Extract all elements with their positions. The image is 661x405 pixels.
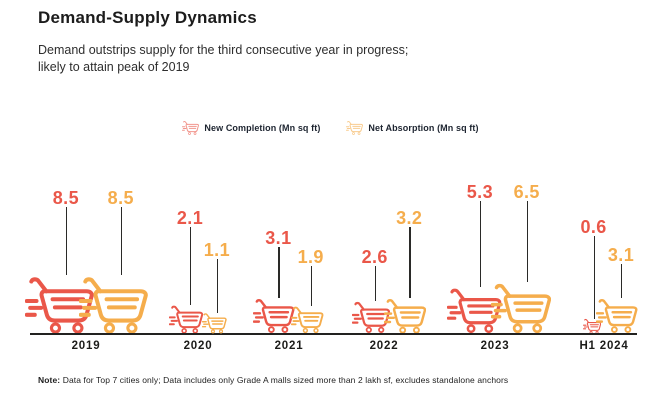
cart-icon: [202, 312, 227, 334]
legend-item-new-completion: New Completion (Mn sq ft): [182, 120, 320, 135]
leader-line: [216, 259, 219, 313]
value-label: 3.1: [265, 228, 292, 248]
category-label: 2020: [183, 340, 213, 352]
leader-line: [310, 266, 313, 307]
cart-icon: [169, 304, 204, 334]
cart-icon: [383, 297, 426, 334]
leader-line: [190, 227, 192, 305]
cart-icon: [291, 305, 324, 334]
cart-icon: [346, 120, 364, 135]
value-label: 8.5: [52, 188, 80, 208]
cart-icon: [24, 274, 94, 334]
legend: New Completion (Mn sq ft) Net Absorption…: [0, 120, 661, 135]
value-label: 2.1: [176, 208, 204, 228]
leader-line: [278, 247, 280, 299]
leader-line: [593, 236, 595, 319]
chart-subtitle: Demand outstrips supply for the third co…: [38, 42, 408, 76]
cart-icon: [79, 274, 149, 334]
leader-line: [526, 201, 529, 283]
footnote-text: Data for Top 7 cities only; Data include…: [62, 375, 509, 385]
cart-icon: [253, 297, 295, 334]
cart-icon: [490, 281, 551, 334]
cart-icon: [447, 286, 502, 334]
category-label: H1 2024: [579, 340, 629, 352]
chart-title: Demand-Supply Dynamics: [38, 8, 257, 27]
legend-label: Net Absorption (Mn sq ft): [368, 122, 479, 133]
legend-label: New Completion (Mn sq ft): [204, 122, 321, 133]
value-label: 3.2: [396, 208, 423, 228]
leader-line: [479, 201, 482, 288]
category-label: 2022: [369, 340, 399, 352]
cart-icon: [351, 300, 390, 334]
subtitle-line-1: Demand outstrips supply for the third co…: [38, 43, 409, 57]
value-label: 5.3: [466, 182, 494, 202]
leader-line: [120, 207, 123, 275]
subtitle-line-2: likely to attain peak of 2019: [38, 60, 190, 74]
value-label: 3.1: [607, 245, 635, 265]
leader-line: [621, 264, 623, 299]
leader-line: [65, 207, 68, 275]
cart-icon: [182, 120, 200, 135]
cart-icon: [596, 297, 638, 334]
footnote-prefix: Note:: [38, 375, 61, 385]
footnote: Note: Data for Top 7 cities only; Data i…: [38, 375, 508, 385]
category-label: 2021: [274, 340, 304, 352]
category-label: 2019: [71, 340, 101, 352]
category-label: 2023: [480, 340, 510, 352]
value-label: 1.9: [297, 247, 324, 267]
leader-line: [409, 227, 411, 298]
axis-baseline: [30, 333, 637, 335]
value-label: 0.6: [580, 217, 607, 237]
value-label: 8.5: [107, 188, 134, 208]
legend-item-net-absorption: Net Absorption (Mn sq ft): [346, 120, 478, 135]
value-label: 2.6: [361, 247, 388, 267]
value-label: 1.1: [203, 240, 231, 260]
value-label: 6.5: [513, 182, 540, 202]
leader-line: [374, 266, 377, 302]
